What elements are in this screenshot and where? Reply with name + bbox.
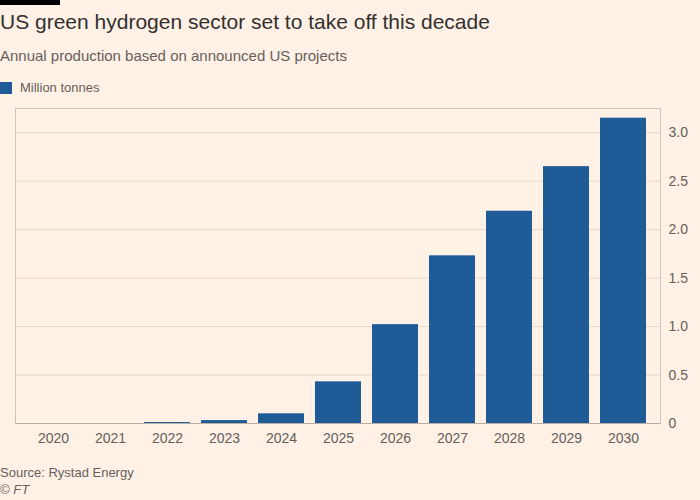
svg-text:2020: 2020 bbox=[38, 430, 69, 446]
svg-text:2023: 2023 bbox=[209, 430, 240, 446]
svg-text:2022: 2022 bbox=[152, 430, 183, 446]
svg-text:3.0: 3.0 bbox=[669, 124, 689, 140]
html-text:Million tonnes: Million tonnes bbox=[20, 80, 100, 95]
svg-text:2028: 2028 bbox=[494, 430, 525, 446]
svg-text:1.0: 1.0 bbox=[669, 318, 689, 334]
svg-text:0.5: 0.5 bbox=[669, 367, 689, 383]
svg-text:2025: 2025 bbox=[323, 430, 354, 446]
html-text:US green hydrogen sector set t: US green hydrogen sector set to take off… bbox=[0, 10, 490, 33]
svg-text:2021: 2021 bbox=[95, 430, 126, 446]
svg-text:2.0: 2.0 bbox=[669, 221, 689, 237]
svg-text:2027: 2027 bbox=[437, 430, 468, 446]
svg-text:2024: 2024 bbox=[266, 430, 297, 446]
svg-text:2030: 2030 bbox=[608, 430, 639, 446]
html-text:Annual production based on ann: Annual production based on announced US … bbox=[0, 47, 347, 64]
html-text:Source: Rystad Energy: Source: Rystad Energy bbox=[0, 465, 134, 480]
svg-text:2.5: 2.5 bbox=[669, 173, 689, 189]
svg-text:2026: 2026 bbox=[380, 430, 411, 446]
svg-text:1.5: 1.5 bbox=[669, 270, 689, 286]
html-text:© FT: © FT bbox=[0, 482, 30, 497]
svg-text:0: 0 bbox=[669, 415, 677, 431]
svg-text:2029: 2029 bbox=[551, 430, 582, 446]
